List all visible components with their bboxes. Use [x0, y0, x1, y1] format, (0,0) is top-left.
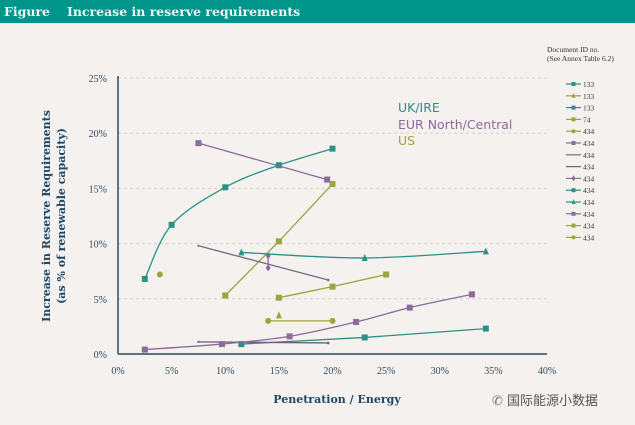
legend-marker: [571, 82, 576, 86]
x-tick-label: 40%: [538, 366, 556, 377]
data-point-series-11: [482, 247, 489, 255]
legend-marker: [571, 141, 576, 145]
legend-entry: 434: [583, 151, 595, 160]
series-end-point: [326, 278, 330, 282]
data-point-series-1: [168, 221, 175, 228]
data-point-series-14: [265, 317, 272, 324]
series-line-7: [198, 245, 329, 281]
legend-entry: 434: [583, 198, 595, 207]
series-start-point: [197, 340, 200, 343]
annotation-label: UK/IRE: [398, 100, 440, 115]
data-point-series-13: [275, 294, 282, 301]
legend-entry: 74: [583, 115, 591, 124]
y-tick-label: 5%: [94, 295, 107, 306]
legend-marker: [571, 211, 576, 216]
x-tick-label: 20%: [323, 366, 341, 377]
legend-entry: 133: [583, 92, 595, 101]
data-point-series-5: [156, 271, 163, 278]
figure-title: Increase in reserve requirements: [67, 4, 301, 19]
y-tick-label: 25%: [89, 74, 107, 85]
annotation-label: EUR North/Central: [398, 117, 512, 132]
y-axis-title: (as % of renewable capacity): [55, 128, 68, 304]
legend-entry: 434: [583, 233, 595, 242]
series-start-point: [197, 244, 200, 247]
legend-entry: 434: [583, 186, 595, 195]
x-tick-label: 10%: [216, 366, 234, 377]
legend-title: (See Annex Table 6.2): [547, 54, 614, 63]
legend-marker: [571, 129, 576, 134]
legend-marker: [571, 199, 576, 204]
watermark-text: 国际能源小数据: [507, 394, 599, 409]
y-tick-label: 20%: [89, 129, 107, 140]
legend-marker: [571, 117, 576, 122]
data-point-series-3: [238, 341, 245, 348]
x-tick-label: 25%: [377, 366, 395, 377]
data-point-series-12: [141, 346, 148, 353]
data-point-series-4: [275, 238, 282, 245]
data-point-series-1: [141, 275, 148, 282]
data-point-series-1: [222, 184, 229, 191]
legend-entry: 434: [583, 127, 595, 136]
series-line-6: [198, 142, 328, 181]
x-tick-label: 35%: [484, 366, 502, 377]
x-tick-label: 15%: [270, 366, 288, 377]
legend-marker: [571, 175, 576, 182]
data-point-series-13: [383, 271, 390, 278]
data-point-series-14: [329, 317, 336, 324]
x-tick-label: 0%: [111, 366, 124, 377]
data-point-series-6: [324, 176, 331, 183]
data-point-series-12: [286, 333, 293, 340]
series-line-12: [144, 293, 473, 351]
data-point-series-9: [265, 264, 271, 272]
data-point-series-3: [361, 334, 368, 341]
data-point-series-12: [353, 318, 360, 325]
x-axis-title: Penetration / Energy: [273, 393, 401, 406]
series-line-8: [198, 341, 329, 344]
y-tick-label: 10%: [89, 240, 107, 251]
data-point-series-1: [329, 145, 336, 152]
legend-entry: 434: [583, 222, 595, 231]
legend-marker: [571, 105, 576, 110]
data-point-series-4: [329, 180, 336, 187]
data-point-series-6: [195, 140, 202, 147]
legend-title: Document ID no.: [547, 45, 599, 54]
legend-entry: 434: [583, 139, 595, 148]
y-tick-label: 0%: [94, 350, 107, 361]
series-end-point: [326, 341, 330, 345]
legend-marker: [571, 92, 576, 98]
data-point-series-12: [219, 341, 226, 348]
figure-header: Figure Increase in reserve requirements: [0, 0, 635, 23]
watermark: ✆ 国际能源小数据: [492, 390, 598, 409]
x-tick-label: 30%: [431, 366, 449, 377]
data-point-series-11: [361, 253, 368, 261]
data-point-series-2: [275, 311, 282, 319]
y-axis-title: Increase in Reserve Requirements: [40, 110, 53, 322]
data-point-series-3: [482, 325, 489, 332]
legend-entry: 434: [583, 174, 595, 183]
data-point-series-1: [275, 162, 282, 169]
data-point-series-12: [468, 291, 475, 298]
y-tick-label: 15%: [89, 184, 107, 195]
data-point-series-11: [238, 248, 245, 256]
legend-entry: 133: [583, 104, 595, 113]
legend-entry: 434: [583, 163, 595, 172]
legend-entry: 133: [583, 80, 595, 89]
data-point-series-4: [222, 292, 229, 299]
data-point-series-12: [406, 304, 413, 311]
x-tick-label: 5%: [165, 366, 178, 377]
legend-marker: [571, 223, 576, 228]
annotation-label: US: [398, 133, 415, 148]
legend-entry: 434: [583, 210, 595, 219]
legend-marker: [571, 235, 576, 240]
data-point-series-13: [329, 283, 336, 290]
figure-label: Figure: [4, 4, 50, 19]
legend-marker: [571, 188, 576, 193]
wechat-icon: ✆: [492, 394, 508, 409]
